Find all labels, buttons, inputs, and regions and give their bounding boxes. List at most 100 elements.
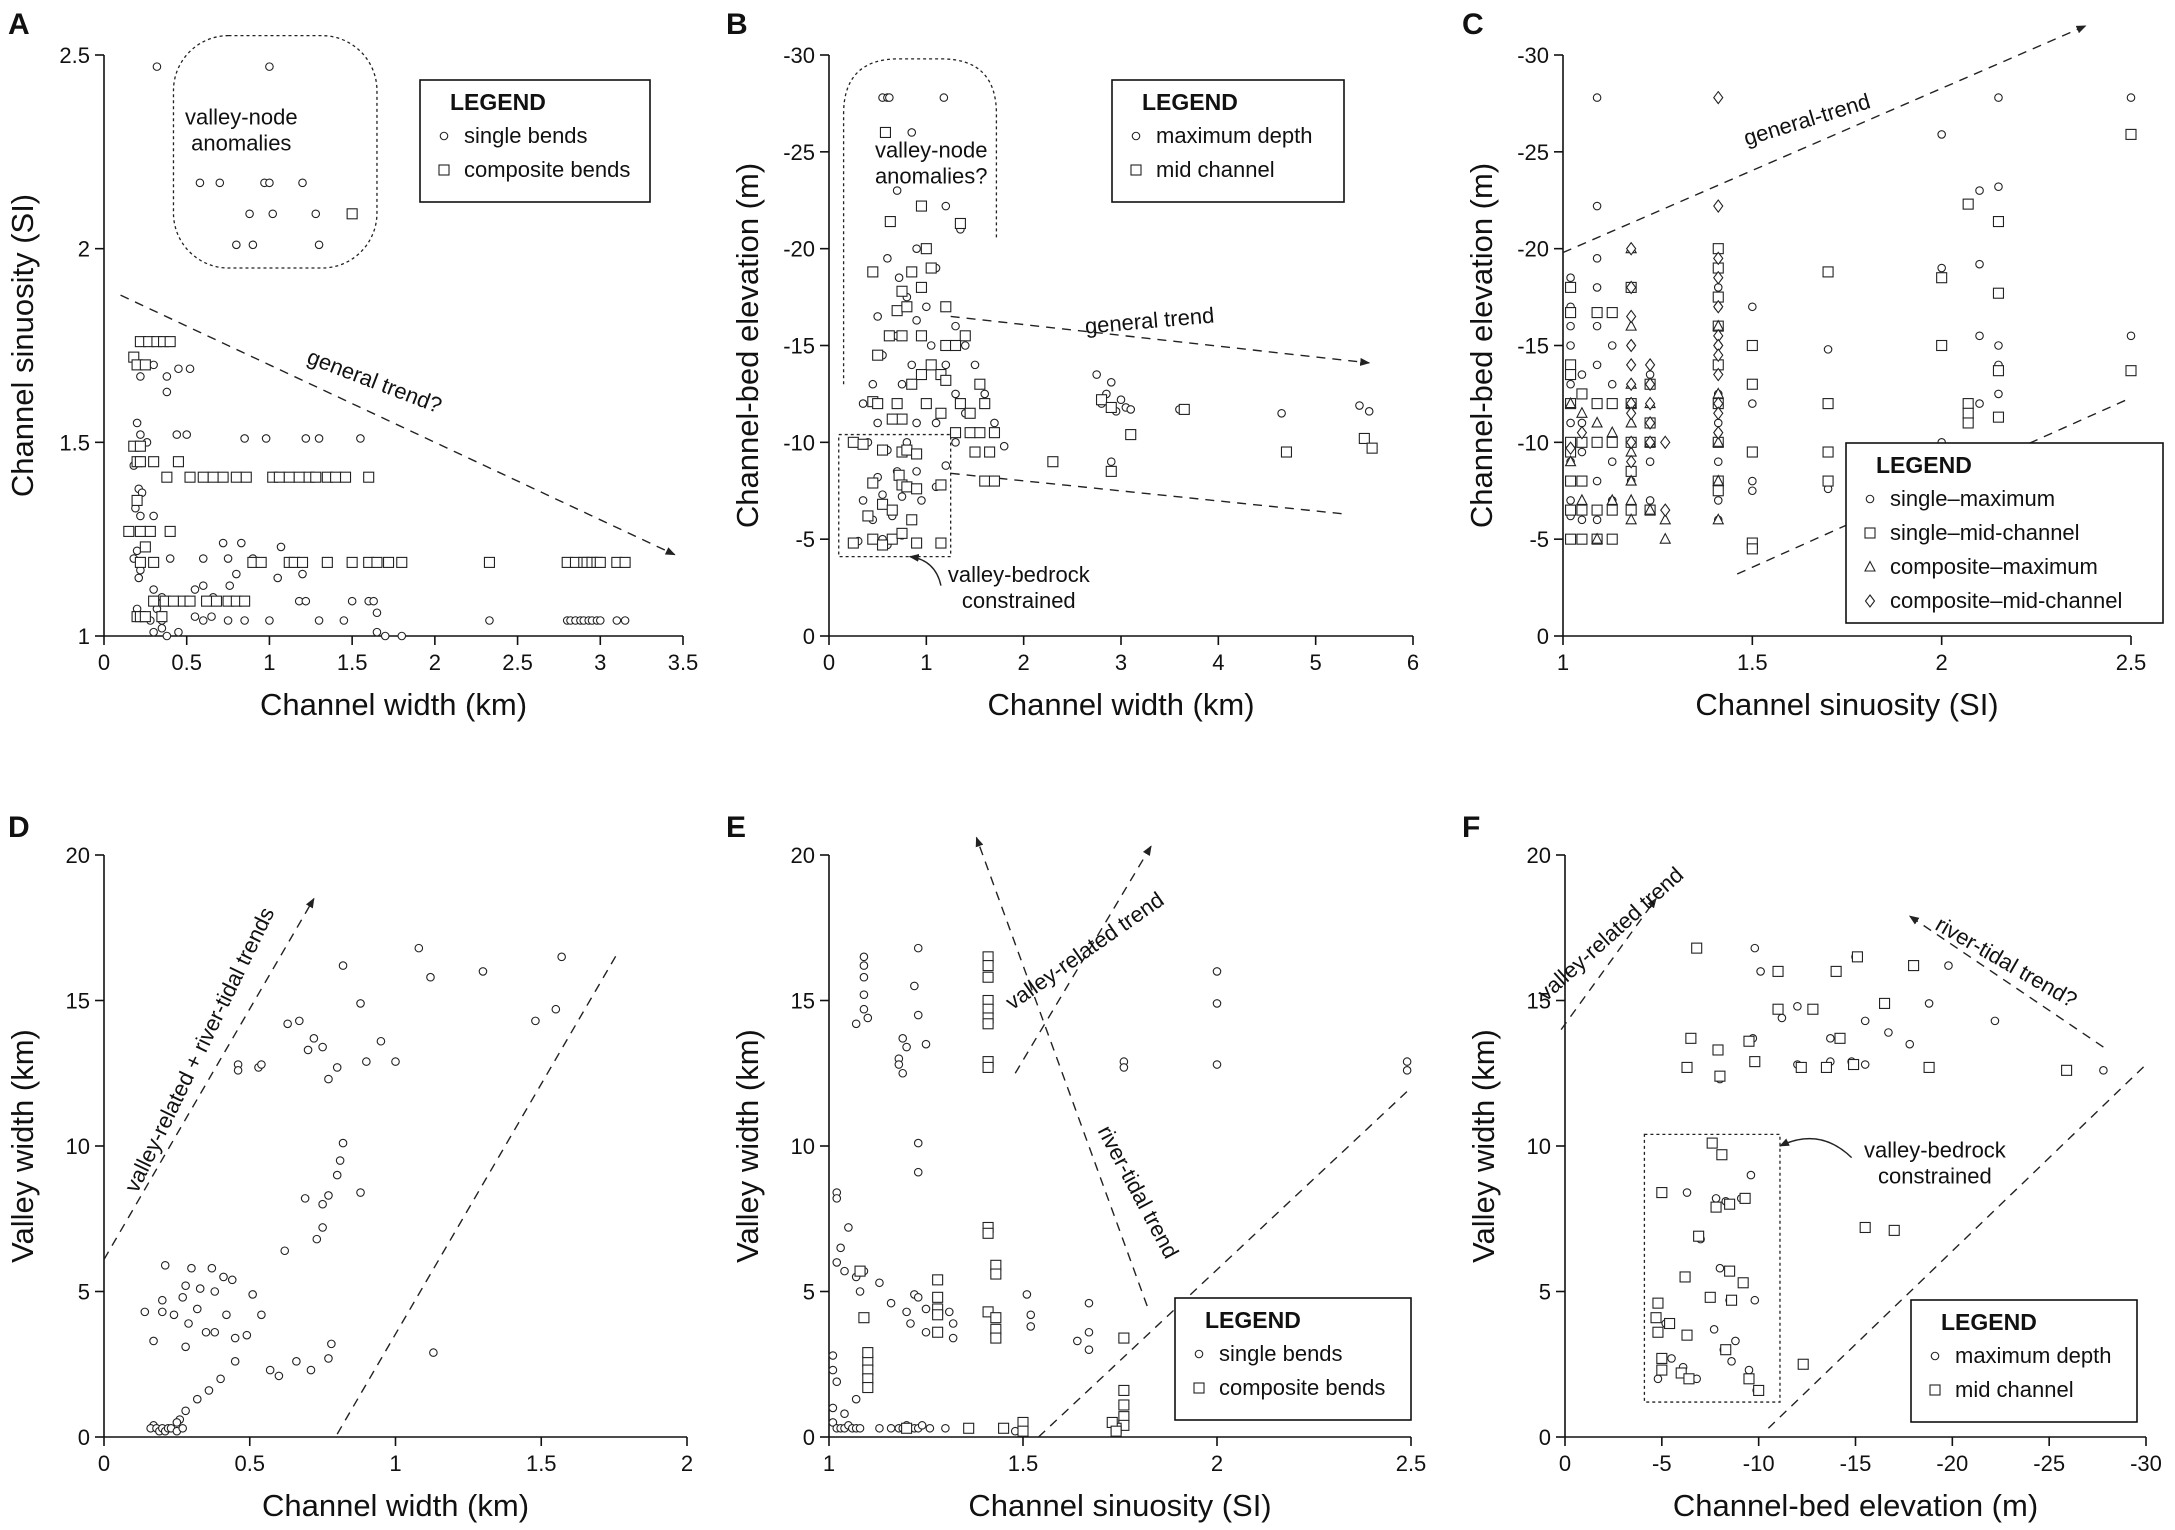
data-point (990, 418, 999, 428)
data-point (1923, 1061, 1935, 1073)
data-point (1106, 457, 1116, 467)
data-point (1753, 1384, 1765, 1396)
data-point (872, 398, 884, 410)
data-point (1660, 435, 1671, 450)
data-point (1709, 1325, 1719, 1334)
trend-line (1038, 1087, 1412, 1438)
data-point (1992, 411, 2005, 423)
y-axis-title: Valley width (km) (1466, 1029, 1501, 1263)
panel-letter: A (8, 8, 30, 41)
data-point (1994, 182, 2003, 191)
y-tick-label: 1 (78, 624, 90, 649)
data-point (292, 1357, 301, 1366)
data-point (1746, 1170, 1756, 1180)
data-point (2126, 93, 2136, 102)
data-point (1592, 93, 1602, 102)
data-point (1625, 416, 1638, 428)
data-point (1625, 513, 1638, 525)
data-point (896, 330, 908, 342)
legend-label: single–mid-channel (1890, 520, 2080, 545)
data-point (265, 1365, 275, 1375)
data-point (324, 1074, 333, 1084)
x-tick-label: 3 (594, 650, 606, 675)
data-point (1592, 254, 1602, 263)
data-point (1795, 1061, 1807, 1073)
data-point (426, 972, 435, 982)
annotation-text: valley-node (185, 105, 298, 130)
data-point (283, 1019, 292, 1029)
data-point (931, 418, 941, 428)
data-point (149, 1336, 158, 1346)
data-point (1366, 442, 1378, 454)
x-tick-label: 2 (1018, 650, 1030, 675)
data-point (312, 1234, 322, 1244)
data-point (190, 585, 200, 594)
data-point (1994, 341, 2003, 350)
legend-marker (1130, 164, 1142, 176)
trend-line (1560, 897, 1657, 1031)
x-tick-label: 2 (1936, 650, 1948, 675)
data-point (167, 595, 180, 607)
data-point (1834, 1032, 1846, 1044)
data-point (1106, 377, 1116, 387)
data-point (876, 539, 889, 551)
data-point (332, 1170, 342, 1180)
data-point (894, 1060, 904, 1069)
y-axis-title: Channel-bed elevation (m) (1464, 163, 1499, 528)
data-point (863, 1013, 873, 1023)
data-point (832, 1258, 842, 1267)
data-point (132, 546, 142, 556)
data-point (1975, 331, 1984, 341)
data-point (932, 1326, 944, 1338)
data-point (190, 612, 200, 621)
data-point (982, 1227, 994, 1239)
data-point (1118, 1399, 1130, 1411)
data-point (1625, 338, 1637, 353)
data-point (239, 595, 251, 607)
data-point (1047, 456, 1059, 468)
data-point (136, 430, 145, 439)
data-point (897, 379, 907, 389)
data-point (1576, 504, 1588, 516)
data-point (1656, 1352, 1668, 1364)
data-point (873, 418, 882, 428)
data-point (594, 556, 606, 568)
data-point (1126, 405, 1136, 414)
trend-line (1014, 845, 1152, 1074)
data-point (1830, 965, 1842, 977)
trend-line (950, 472, 1345, 515)
x-tick-label: 0 (1559, 1451, 1571, 1476)
data-point (1073, 1336, 1082, 1346)
data-point (1606, 493, 1619, 505)
data-point (134, 525, 146, 537)
data-point (1712, 435, 1725, 447)
legend: LEGEND maximum depth mid channel (1111, 79, 1345, 203)
data-point (372, 627, 382, 637)
data-point (1748, 399, 1757, 408)
data-point (941, 201, 951, 211)
data-point (998, 1422, 1010, 1434)
data-point (954, 398, 966, 410)
y-axis-title: Channel-bed elevation (m) (730, 163, 765, 528)
legend-label: composite–maximum (1890, 554, 2098, 579)
data-point (1714, 1070, 1726, 1082)
data-point (1566, 273, 1575, 283)
data-point (1591, 532, 1603, 544)
data-point (295, 1016, 304, 1026)
data-point (172, 456, 184, 468)
data-point (1022, 1290, 1032, 1299)
data-point (1860, 1060, 1870, 1069)
series-diamond (1565, 90, 1724, 518)
data-point (1924, 999, 1934, 1008)
data-point (832, 1194, 842, 1203)
data-point (301, 434, 311, 443)
data-point (1084, 1345, 1094, 1354)
data-point (248, 240, 258, 250)
annotation-text: river-tidal trend (1093, 1121, 1184, 1262)
data-point (265, 178, 274, 188)
data-point (1975, 259, 1984, 269)
data-point (380, 631, 390, 641)
data-point (859, 952, 869, 962)
